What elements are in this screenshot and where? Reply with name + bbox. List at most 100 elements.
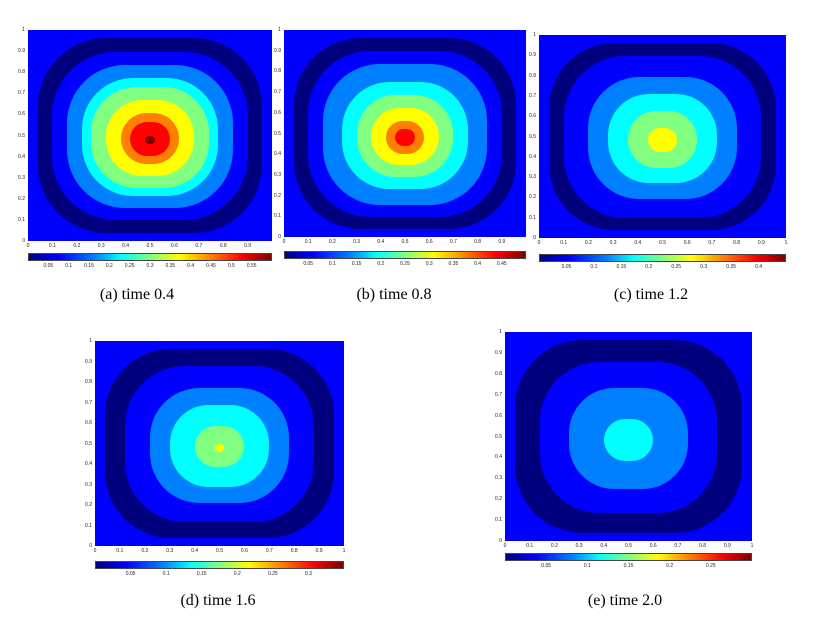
x-tick-label: 0.9 bbox=[315, 548, 323, 554]
y-tick-label: 0.6 bbox=[495, 412, 502, 419]
colorbar-a bbox=[28, 253, 272, 261]
x-tick-label: 0.9 bbox=[757, 240, 765, 246]
y-tick-label: 0.8 bbox=[85, 379, 92, 385]
colorbar-tick-label: 0.3 bbox=[700, 264, 708, 270]
y-tick-label: 0.1 bbox=[85, 522, 92, 529]
x-tick-label: 0.5 bbox=[216, 548, 223, 554]
colorbar-tick-label: 0.15 bbox=[84, 263, 94, 269]
y-tick-label: 0.1 bbox=[274, 213, 281, 220]
y-tick-label: 0.7 bbox=[274, 89, 281, 96]
y-tick-label: 0.7 bbox=[85, 399, 92, 406]
y-tick-label: 0.9 bbox=[18, 48, 25, 55]
contour-band bbox=[214, 443, 225, 452]
y-tick-label: 0.5 bbox=[529, 133, 536, 140]
y-tick-label: 0 bbox=[22, 238, 25, 244]
x-tick-label: 0.1 bbox=[116, 548, 124, 554]
colorbar-tick-label: 0.25 bbox=[705, 563, 716, 569]
x-tick-label: 0.9 bbox=[498, 239, 506, 245]
caption-e: (e) time 2.0 bbox=[587, 592, 663, 609]
caption-d: (d) time 1.6 bbox=[180, 592, 256, 609]
colorbar-tick-label: 0.2 bbox=[105, 263, 113, 269]
y-tick-label: 0.1 bbox=[529, 214, 536, 221]
contour-band bbox=[400, 133, 410, 142]
colorbar-tick-label: 0.15 bbox=[196, 571, 207, 577]
x-tick-label: 0.1 bbox=[48, 243, 56, 249]
x-tick-label: 0.5 bbox=[146, 243, 154, 249]
y-tick-label: 0.7 bbox=[529, 92, 536, 99]
x-tick-label: 0.3 bbox=[609, 240, 617, 246]
colorbar-d bbox=[95, 561, 344, 569]
x-tick-label: 0.7 bbox=[195, 243, 203, 249]
x-tick-label: 0.4 bbox=[122, 243, 130, 249]
y-tick-label: 0.3 bbox=[18, 174, 25, 181]
x-tick-label: 0.6 bbox=[170, 243, 178, 249]
x-tick-label: 0.2 bbox=[550, 543, 558, 549]
colorbar-tick-label: 0.1 bbox=[162, 571, 170, 577]
y-tick-label: 0.8 bbox=[274, 68, 281, 75]
x-tick-label: 0.6 bbox=[240, 548, 248, 554]
y-tick-label: 0.3 bbox=[529, 174, 536, 181]
x-tick-label: 0 bbox=[503, 543, 507, 549]
x-tick-label: 0.2 bbox=[141, 548, 149, 554]
x-tick-label: 0.2 bbox=[73, 243, 81, 249]
x-tick-label: 0.7 bbox=[265, 548, 273, 554]
x-tick-label: 0.8 bbox=[733, 240, 741, 246]
y-tick-label: 0.1 bbox=[18, 216, 25, 223]
caption-c: (c) time 1.2 bbox=[613, 286, 689, 303]
y-tick-label: 0 bbox=[499, 538, 502, 544]
y-tick-label: 0.5 bbox=[85, 440, 92, 447]
x-tick-label: 0.5 bbox=[625, 543, 632, 549]
x-tick-label: 0.6 bbox=[649, 543, 657, 549]
colorbar-tick-label: 0.35 bbox=[448, 261, 459, 267]
x-tick-label: 0.1 bbox=[560, 240, 568, 246]
x-tick-label: 0.3 bbox=[97, 243, 105, 249]
y-tick-label: 0.4 bbox=[85, 461, 92, 467]
colorbar-tick-label: 0.2 bbox=[377, 261, 385, 267]
x-tick-label: 0.8 bbox=[474, 239, 482, 245]
y-tick-label: 0.2 bbox=[85, 502, 92, 508]
colorbar-c bbox=[539, 254, 786, 262]
x-tick-label: 0.2 bbox=[584, 240, 592, 246]
contour-plot-e bbox=[505, 332, 752, 541]
y-tick-label: 0.9 bbox=[495, 349, 502, 356]
y-tick-label: 1 bbox=[22, 27, 25, 33]
colorbar-tick-label: 0.3 bbox=[146, 263, 154, 269]
y-tick-label: 0.6 bbox=[529, 113, 536, 120]
x-tick-label: 0.8 bbox=[699, 543, 707, 549]
y-tick-label: 0.6 bbox=[274, 109, 281, 116]
y-tick-label: 0.7 bbox=[495, 391, 502, 398]
contour-plot-b bbox=[284, 30, 526, 237]
x-tick-label: 0.4 bbox=[377, 239, 385, 245]
contour-band bbox=[657, 136, 668, 145]
x-tick-label: 1 bbox=[342, 548, 346, 554]
colorbar-tick-label: 0.4 bbox=[187, 263, 195, 269]
x-tick-label: 0.3 bbox=[575, 543, 583, 549]
x-tick-label: 0.8 bbox=[219, 243, 227, 249]
colorbar-tick-label: 0.3 bbox=[304, 571, 312, 577]
y-tick-label: 0.5 bbox=[18, 132, 25, 139]
contour-plot-a bbox=[28, 30, 272, 241]
colorbar-tick-label: 0.2 bbox=[233, 571, 241, 577]
colorbar-tick-label: 0.3 bbox=[425, 261, 433, 267]
x-tick-label: 0.7 bbox=[674, 543, 682, 549]
colorbar-e bbox=[505, 553, 752, 561]
y-tick-label: 0.5 bbox=[274, 130, 281, 137]
y-tick-label: 0.4 bbox=[495, 454, 502, 461]
y-tick-label: 0.3 bbox=[495, 475, 502, 482]
y-tick-label: 0.2 bbox=[495, 496, 502, 503]
x-tick-label: 0.4 bbox=[634, 240, 642, 246]
colorbar-tick-label: 0.1 bbox=[328, 261, 336, 267]
colorbar-tick-label: 0.4 bbox=[474, 261, 482, 267]
x-tick-label: 1 bbox=[750, 543, 754, 549]
caption-b: (b) time 0.8 bbox=[356, 286, 432, 303]
x-tick-label: 0 bbox=[26, 243, 30, 249]
y-tick-label: 0.9 bbox=[529, 52, 536, 59]
y-tick-label: 0 bbox=[278, 234, 281, 240]
y-tick-label: 0.4 bbox=[274, 151, 281, 158]
colorbar-tick-label: 0.2 bbox=[666, 563, 674, 569]
y-tick-label: 0 bbox=[89, 543, 92, 549]
colorbar-tick-label: 0.45 bbox=[496, 261, 507, 267]
colorbar-tick-label: 0.05 bbox=[541, 563, 552, 569]
y-tick-label: 0.8 bbox=[495, 370, 502, 377]
y-tick-label: 0.4 bbox=[529, 153, 536, 160]
